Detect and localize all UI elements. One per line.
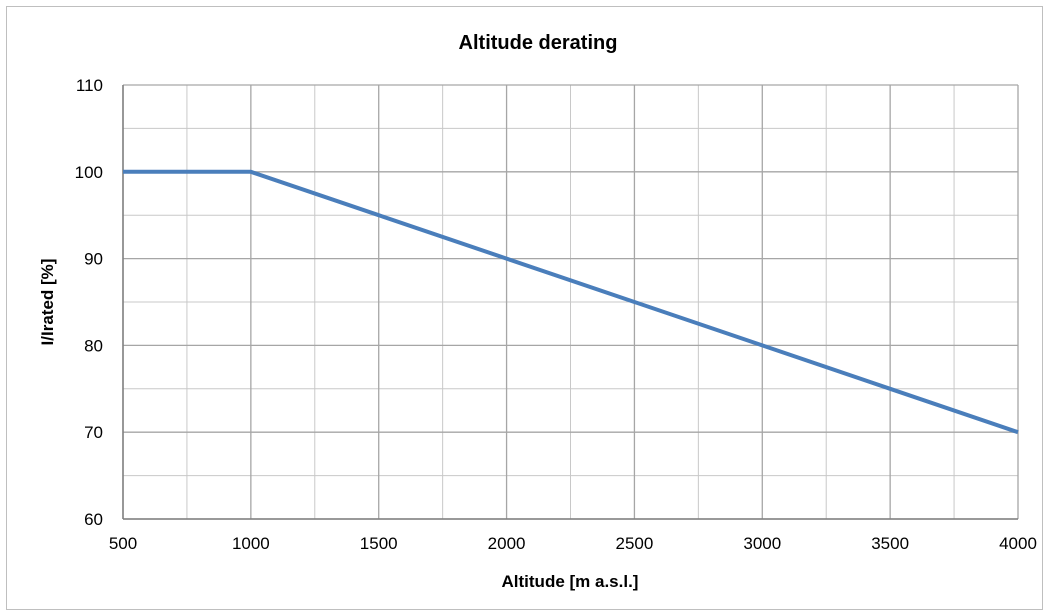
x-tick-label: 1500 [360, 534, 398, 553]
x-axis-title: Altitude [m a.s.l.] [502, 572, 639, 591]
x-tick-label: 3500 [871, 534, 909, 553]
y-tick-label: 90 [84, 250, 103, 269]
grid [122, 84, 1019, 520]
y-tick-label: 70 [84, 423, 103, 442]
x-tick-label: 1000 [232, 534, 270, 553]
x-tick-label: 3000 [743, 534, 781, 553]
y-tick-label: 80 [84, 336, 103, 355]
axes [122, 85, 1018, 520]
tick-labels: 500 1000 1500 2000 2500 3000 3500 4000 60 70 80 90 1… [75, 76, 1037, 553]
chart-frame [6, 6, 1043, 610]
y-tick-label: 100 [75, 163, 103, 182]
y-axis-title: I/Irated [%] [38, 259, 57, 346]
x-tick-label: 2500 [616, 534, 654, 553]
y-tick-label: 110 [76, 76, 103, 95]
y-tick-label: 60 [84, 510, 103, 529]
x-tick-label: 4000 [999, 534, 1037, 553]
chart-title: Altitude derating [459, 32, 618, 54]
x-tick-label: 500 [109, 534, 137, 553]
series-line [123, 169, 1019, 435]
series [122, 169, 1019, 435]
x-tick-label: 2000 [488, 534, 526, 553]
